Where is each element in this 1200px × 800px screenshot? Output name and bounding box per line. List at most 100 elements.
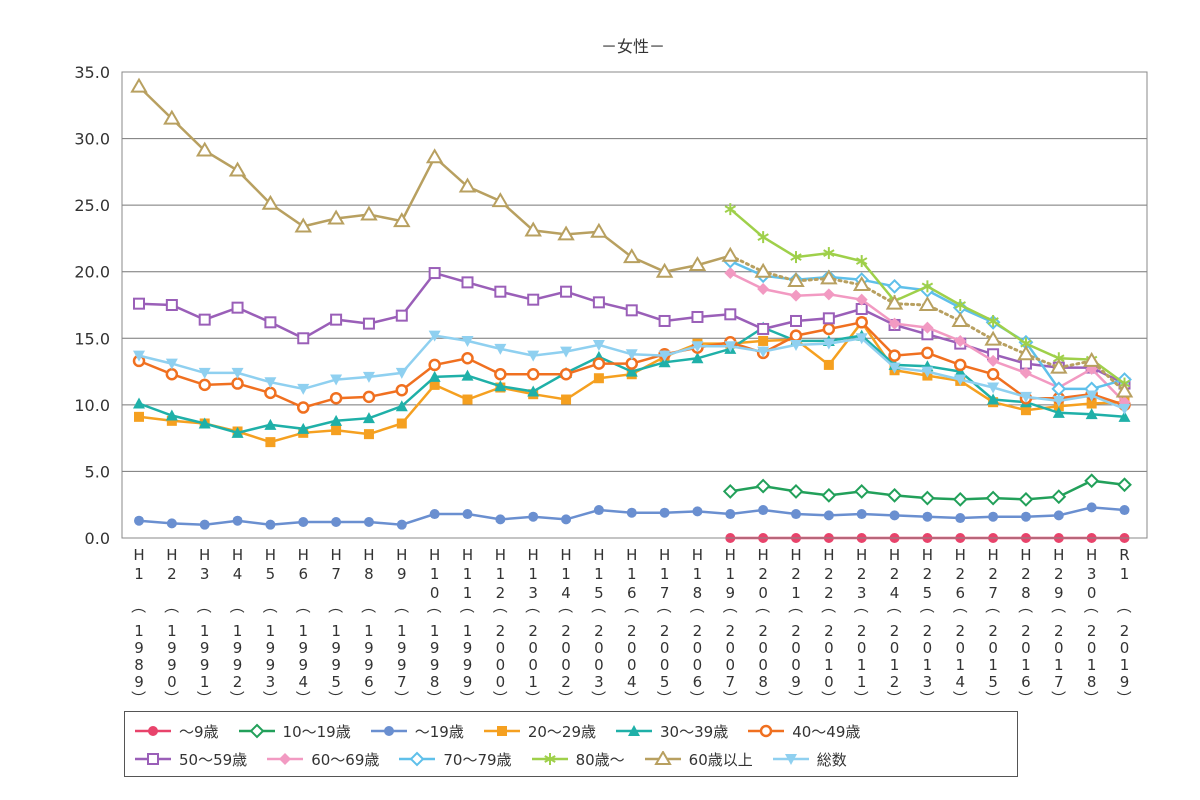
data-point (757, 231, 769, 244)
data-point (754, 262, 772, 278)
x-tick-year-char: 9 (463, 673, 473, 691)
data-point (199, 519, 210, 530)
series-10 (130, 77, 1134, 398)
legend-swatch (531, 753, 568, 765)
x-tick-year-char: 9 (266, 639, 276, 657)
x-tick-paren-close: ） (1115, 690, 1133, 705)
x-tick-era-char: 0 (758, 584, 768, 602)
x-tick-paren-open: （ (359, 598, 377, 613)
x-tick-year-char: 9 (430, 639, 440, 657)
data-point (855, 333, 868, 345)
x-tick-year-char: 9 (397, 639, 407, 657)
data-point (1051, 381, 1067, 397)
data-point (362, 412, 375, 424)
x-tick-era-char: 3 (1087, 565, 1097, 583)
x-tick-year-char: 0 (627, 639, 637, 657)
data-point (757, 283, 770, 296)
x-tick-year-char: 9 (364, 656, 374, 674)
data-point (360, 205, 378, 221)
data-point (264, 377, 277, 389)
series-line (138, 320, 1125, 444)
data-point (330, 374, 343, 386)
x-tick-year-char: 0 (1120, 639, 1130, 657)
data-point (461, 352, 474, 365)
legend-marker (147, 753, 159, 765)
x-tick-era-char: 1 (463, 565, 473, 583)
x-tick-era-char: H (593, 546, 604, 564)
legend-label: 総数 (816, 750, 847, 769)
data-point (495, 514, 506, 525)
data-point (163, 109, 181, 125)
x-tick-era-char: H (363, 546, 374, 564)
x-tick-era-char: H (133, 546, 144, 564)
data-point (988, 511, 999, 522)
data-point (134, 411, 144, 422)
data-point (724, 308, 737, 321)
data-point (590, 222, 608, 238)
data-point (1017, 345, 1035, 361)
legend-item: ～19歳 (369, 721, 464, 742)
data-point (823, 247, 835, 260)
data-point (428, 330, 441, 342)
data-point (1086, 398, 1097, 409)
y-tick-label: 10.0 (74, 396, 110, 415)
legend-item: 30～39歳 (614, 721, 728, 742)
data-point (658, 350, 671, 362)
x-tick-paren-open: （ (260, 598, 278, 613)
x-tick-year-char: 0 (167, 673, 177, 691)
data-point (823, 510, 834, 521)
legend: ～9歳 10～19歳 ～19歳 20～29歳 30～39歳 40～49歳 50～59歳 60… (124, 711, 1018, 777)
x-tick-paren-close: ） (1082, 690, 1100, 705)
data-point (954, 334, 967, 347)
x-tick-era-char: 2 (890, 565, 900, 583)
x-tick-year-char: 8 (430, 673, 440, 691)
legend-item: 40～49歳 (746, 721, 860, 742)
x-tick-paren-open: （ (523, 598, 541, 613)
data-point (198, 417, 211, 429)
data-point (165, 367, 179, 381)
x-tick-paren-open: （ (1016, 598, 1034, 613)
x-tick-year-char: 0 (1087, 639, 1097, 657)
data-point (691, 341, 704, 353)
x-tick-year-char: 2 (726, 622, 736, 640)
x-tick-year-char: 9 (200, 656, 210, 674)
legend-swatch (616, 725, 653, 736)
x-tick-paren-open: （ (490, 598, 508, 613)
x-tick-year-char: 0 (988, 639, 998, 657)
legend-marker (653, 751, 672, 765)
x-tick-paren-open: （ (458, 598, 476, 613)
x-tick-era-char: 4 (233, 565, 243, 583)
x-tick-year-char: 4 (627, 673, 637, 691)
x-tick-paren-close: ） (260, 690, 278, 705)
x-tick-era-char: H (396, 546, 407, 564)
legend-swatch (748, 724, 785, 738)
x-tick-year-char: 2 (923, 622, 933, 640)
x-tick-paren-close: ） (687, 690, 705, 705)
x-tick-paren-open: （ (1049, 598, 1067, 613)
data-point (888, 349, 901, 362)
data-point (331, 425, 342, 436)
data-point (133, 350, 145, 362)
x-tick-paren-close: ） (1049, 690, 1067, 705)
data-point (758, 335, 769, 346)
x-tick-era-char: 2 (758, 565, 768, 583)
data-point (166, 415, 177, 426)
data-point (790, 314, 802, 327)
x-tick-year-char: 9 (233, 639, 243, 657)
x-tick-paren-close: ） (885, 690, 903, 705)
x-tick-paren-close: ） (983, 690, 1001, 705)
data-point (855, 293, 868, 306)
data-point (855, 255, 868, 268)
data-point (461, 335, 474, 347)
data-point (297, 401, 310, 414)
data-point (691, 352, 704, 364)
x-tick-era-char: H (462, 546, 473, 564)
x-tick-year-char: 0 (726, 656, 736, 674)
plot-frame (121, 71, 1148, 539)
data-point (789, 329, 803, 342)
data-point (462, 509, 473, 520)
x-tick-paren-open: （ (195, 598, 213, 613)
x-tick-paren-open: （ (720, 598, 738, 613)
